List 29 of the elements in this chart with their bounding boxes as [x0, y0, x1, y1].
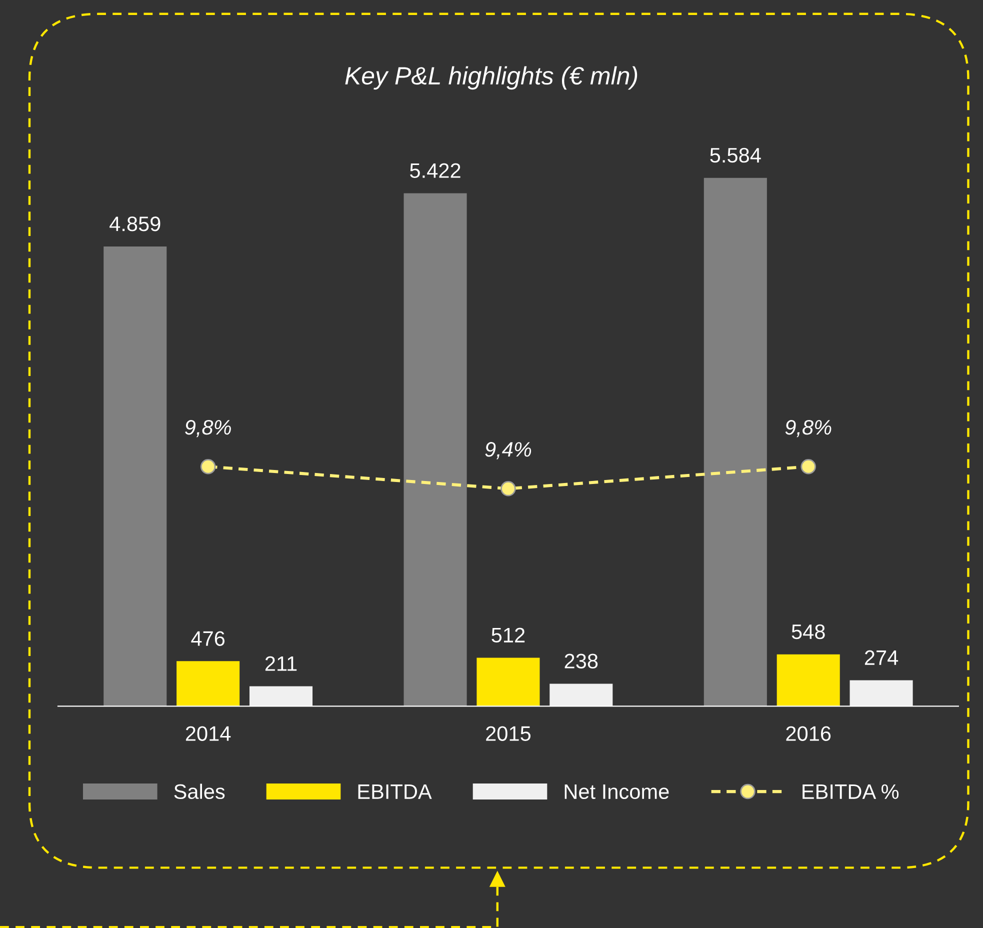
data-label: 476: [191, 631, 225, 646]
bar: [550, 684, 613, 706]
bar: [476, 658, 540, 706]
data-label: 238: [564, 654, 598, 668]
bar: [176, 661, 240, 706]
data-label: 548: [792, 624, 825, 640]
bar: [850, 680, 913, 706]
data-label: 9,4%: [485, 442, 532, 460]
legend-label: Net Income: [564, 784, 669, 800]
legend-label: EBITDA %: [802, 784, 899, 799]
chart-title: Key P&L highlights (€ mln): [345, 66, 638, 90]
data-label: 211: [265, 656, 297, 671]
bar: [104, 246, 167, 706]
bar: [776, 654, 840, 706]
data-label: 5.422: [410, 163, 460, 178]
bar: [404, 193, 467, 706]
legend-label: Sales: [174, 784, 225, 800]
legend-label: EBITDA: [358, 784, 432, 799]
data-label: 274: [864, 650, 898, 665]
x-tick-label: 2014: [186, 726, 231, 741]
x-tick-label: 2015: [486, 726, 531, 741]
bar: [249, 686, 313, 706]
data-label: 4.859: [110, 216, 160, 232]
data-label: 9,8%: [785, 420, 832, 438]
bar: [704, 178, 767, 706]
data-label: 512: [492, 628, 525, 643]
x-tick-label: 2016: [786, 726, 831, 741]
data-label: 5.584: [710, 148, 761, 163]
data-label: 9,8%: [185, 420, 231, 438]
